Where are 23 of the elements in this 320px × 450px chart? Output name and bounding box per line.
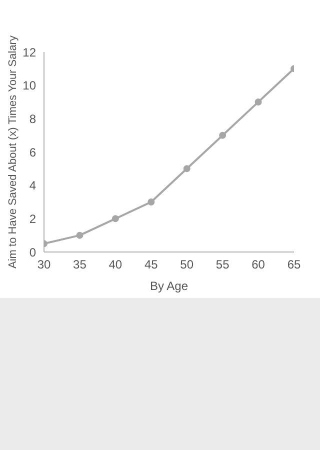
y-tick-label: 2: [29, 212, 36, 226]
point: [76, 232, 84, 239]
point: [183, 165, 190, 172]
y-tick-label: 6: [29, 145, 36, 160]
x-tick-label: 40: [108, 258, 122, 272]
point: [254, 98, 262, 106]
y-axis-title: Aim to Have Saved About (x) Times Your Salary: [6, 35, 19, 268]
y-tick-label: 10: [22, 78, 36, 93]
x-axis-title: By Age: [150, 279, 188, 293]
x-tick-label: 30: [37, 258, 51, 272]
y-tick-label: 8: [29, 112, 36, 126]
y-tick-label: 0: [29, 245, 36, 260]
y-tick-label: 4: [29, 178, 36, 193]
point: [148, 198, 155, 206]
x-tick-label: 50: [180, 258, 194, 272]
x-tick-label: 45: [144, 258, 158, 272]
point: [219, 132, 226, 139]
y-tick-label: 12: [22, 45, 36, 60]
x-tick-label: 55: [216, 258, 230, 272]
point: [112, 215, 119, 222]
x-tick-label: 65: [287, 258, 301, 272]
x-tick-label: 60: [252, 258, 266, 272]
x-tick-label: 35: [73, 258, 87, 272]
